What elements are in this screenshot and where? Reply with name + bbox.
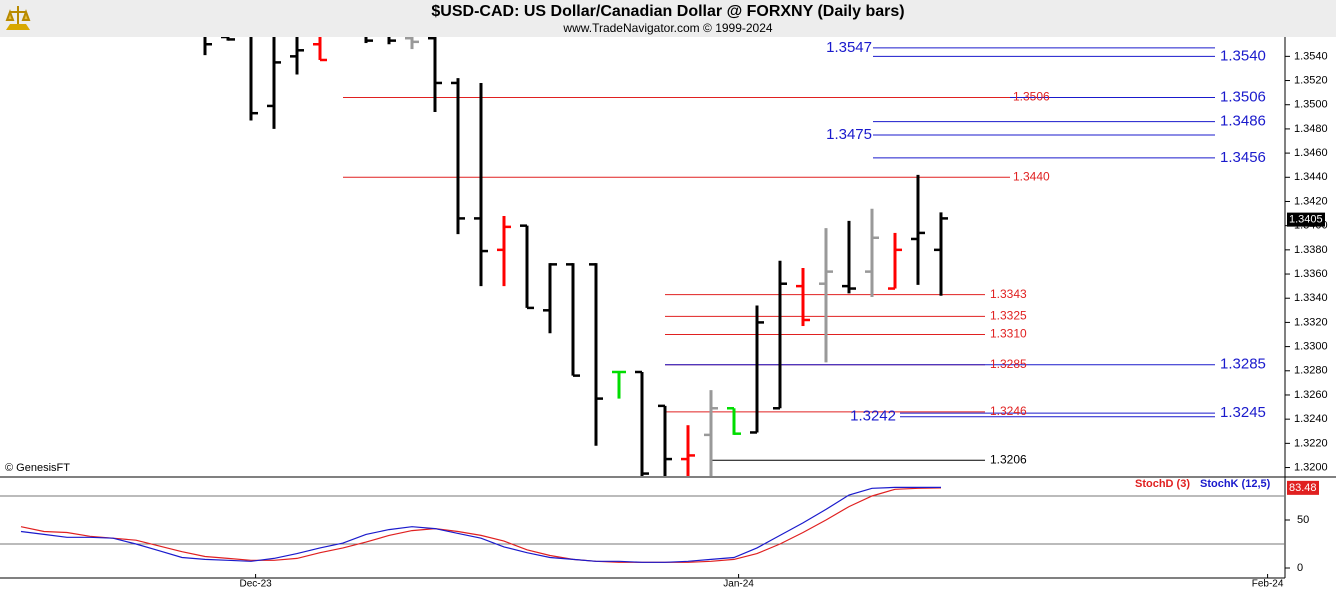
stoch-line [20,486,941,563]
level-label: 1.3245 [1220,404,1266,421]
level-label: 1.3540 [1220,47,1266,64]
last-price-box [1287,212,1325,227]
y-tick-label: 1.3540 [1294,50,1328,62]
level-label: 1.3285 [990,357,1027,371]
logo [5,6,31,30]
x-tick-label: Feb-24 [1252,579,1284,590]
chart-subtitle: www.TradeNavigator.com © 1999-2024 [562,21,772,35]
bars [203,37,1215,476]
last-value-label: 83.48 [1289,482,1317,494]
level-label: 1.3285 [1220,356,1266,373]
level-label: 1.3242 [850,408,896,425]
level-label: 1.3246 [990,404,1027,418]
y-tick-label: 1.3360 [1294,268,1328,280]
y-tick-label: 1.3220 [1294,437,1328,449]
stoch-line [20,487,942,563]
level-label: 1.3206 [990,452,1027,466]
last-price-label: 1.3405 [1289,214,1323,226]
level-label: 1.3506 [1013,90,1050,104]
y-tick-label: 1.3280 [1294,365,1328,377]
level-label: 1.3325 [990,309,1027,323]
legend-entry: StochK (12,5) [1200,478,1271,490]
level-label: 1.3343 [990,287,1027,301]
level-label: 1.3547 [826,39,872,56]
y-tick-label: 1.3380 [1294,244,1328,256]
y-tick-label: 1.3500 [1294,99,1328,111]
y-tick-label: 0 [1297,562,1303,574]
y-tick-label: 1.3520 [1294,74,1328,86]
x-tick-label: Jan-24 [723,579,754,590]
chart-title: $USD-CAD: US Dollar/Canadian Dollar @ FO… [431,3,904,20]
y-tick-label: 1.3200 [1294,461,1328,473]
y-tick-label: 50 [1297,514,1309,526]
y-tick-label: 1.3320 [1294,316,1328,328]
level-label: 1.3440 [1013,169,1050,183]
y-tick-label: 1.3300 [1294,341,1328,353]
last-value-box [1287,480,1319,495]
y-tick-label: 1.3460 [1294,147,1328,159]
y-tick-label: 1.3480 [1294,123,1328,135]
y-tick-label: 1.3340 [1294,292,1328,304]
y-tick-label: 1.3440 [1294,171,1328,183]
y-tick-label: 1.3240 [1294,413,1328,425]
legend-entry: StochD (3) [1135,478,1190,490]
level-label: 1.3506 [1220,88,1266,105]
level-label: 1.3475 [826,126,872,143]
credit: © GenesisFT [5,462,70,474]
level-label: 1.3456 [1220,149,1266,166]
header-bg [0,0,1336,37]
y-tick-label: 1.3420 [1294,195,1328,207]
level-label: 1.3310 [990,327,1027,341]
x-tick-label: Dec-23 [239,579,272,590]
level-label: 1.3486 [1220,113,1266,130]
y-tick-label: 1.3260 [1294,389,1328,401]
